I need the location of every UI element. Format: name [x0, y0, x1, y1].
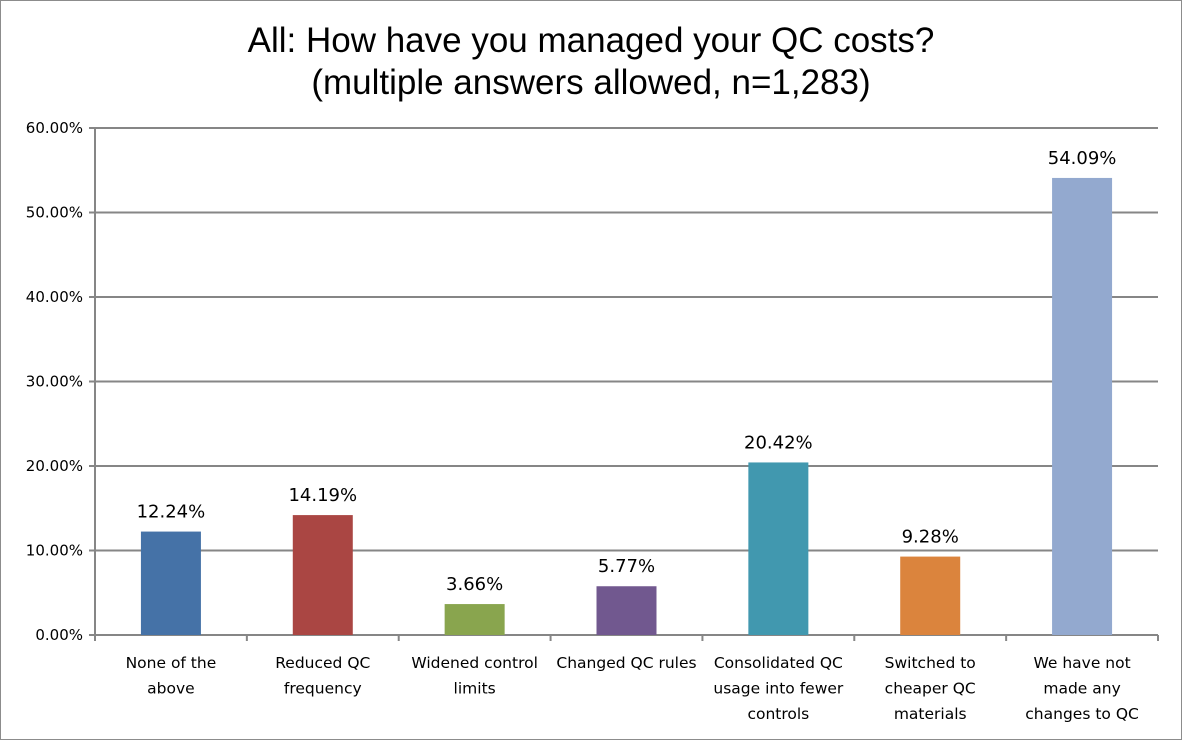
chart-title-line-1: All: How have you managed your QC costs? — [247, 21, 935, 60]
data-label: 12.24% — [137, 502, 206, 523]
data-label: 9.28% — [902, 527, 959, 548]
x-category-label: Widened control — [411, 654, 538, 672]
data-label: 20.42% — [744, 432, 813, 453]
x-category-label: Switched to — [885, 654, 976, 672]
bar — [444, 604, 505, 635]
bar — [900, 556, 961, 635]
x-category-label: changes to QC — [1025, 705, 1139, 723]
bar — [748, 462, 809, 635]
x-category-label: Consolidated QC — [714, 654, 843, 672]
x-category-label: None of the — [126, 654, 217, 672]
x-category-label: usage into fewer — [713, 680, 844, 698]
data-label: 54.09% — [1048, 148, 1117, 169]
x-category-label: materials — [894, 705, 967, 723]
y-tick-label: 50.00% — [26, 204, 83, 222]
y-tick-label: 0.00% — [35, 626, 83, 644]
y-tick-label: 60.00% — [26, 119, 83, 137]
y-tick-label: 40.00% — [26, 288, 83, 306]
y-tick-label: 10.00% — [26, 542, 83, 560]
data-label: 5.77% — [598, 556, 655, 577]
x-category-label: frequency — [284, 680, 362, 698]
x-category-label: Changed QC rules — [556, 654, 696, 672]
bar — [292, 515, 353, 635]
x-category-label: cheaper QC — [885, 680, 976, 698]
x-category-label: Reduced QC — [275, 654, 370, 672]
bar — [596, 586, 657, 635]
x-category-label: limits — [454, 680, 496, 698]
x-category-label: controls — [747, 705, 809, 723]
data-label: 3.66% — [446, 574, 503, 595]
data-label: 14.19% — [288, 485, 357, 506]
x-category-label: We have not — [1033, 654, 1130, 672]
x-category-label: above — [147, 680, 195, 698]
x-category-label: made any — [1043, 680, 1120, 698]
chart-title-line-2: (multiple answers allowed, n=1,283) — [311, 63, 871, 102]
y-tick-label: 20.00% — [26, 457, 83, 475]
bar — [1052, 177, 1113, 635]
chart-title: All: How have you managed your QC costs?… — [0, 20, 1182, 104]
y-tick-label: 30.00% — [26, 373, 83, 391]
bar — [140, 531, 201, 635]
